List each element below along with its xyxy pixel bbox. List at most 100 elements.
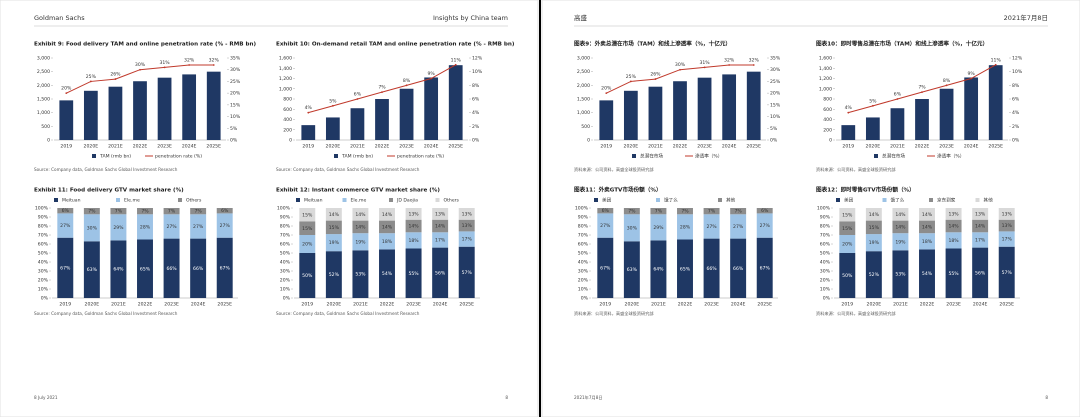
y-tick-label: 100%	[817, 206, 831, 212]
data-label: 5%	[329, 98, 337, 104]
y2-tick-label: 10%	[230, 114, 241, 120]
y2-tick-label: 0%	[472, 138, 480, 144]
x-tick-label: 2021E	[890, 144, 905, 150]
data-label: 7%	[708, 209, 716, 215]
legend-label: Ele.me	[351, 198, 367, 204]
y-tick-label: 0	[587, 138, 590, 144]
bar-segment	[458, 208, 475, 220]
y-tick-label: 500	[41, 124, 50, 130]
data-label: 13%	[462, 223, 473, 229]
y-tick-label: 0%	[41, 296, 49, 302]
legend-swatch	[389, 198, 393, 202]
footer-right: 8	[505, 395, 508, 400]
legend-label: penetration rate (%)	[155, 154, 202, 160]
data-label: 5%	[869, 98, 877, 104]
bar-segment	[756, 237, 773, 298]
x-tick-label: 2021E	[108, 144, 123, 150]
data-label: 56%	[975, 270, 986, 276]
legend-label: 饿了么	[891, 197, 905, 204]
legend-swatch	[116, 198, 120, 202]
x-tick-label: 2020E	[866, 144, 881, 150]
x-tick-label: 2025E	[459, 302, 474, 308]
data-label: 13%	[462, 211, 473, 217]
y2-tick-label: 12%	[472, 56, 483, 62]
data-label: 6%	[602, 208, 610, 214]
data-label: 20%	[601, 86, 612, 92]
header-right: 2021年7月8日	[1004, 13, 1048, 22]
x-tick-label: 2025E	[206, 144, 221, 150]
data-label: 32%	[724, 58, 735, 64]
bar-segment	[703, 238, 720, 298]
y2-tick-label: 0%	[230, 138, 238, 144]
data-label: 26%	[110, 72, 121, 78]
legend-swatch	[718, 198, 722, 202]
y2-tick-label: 5%	[770, 126, 778, 132]
y2-tick-label: 5%	[230, 126, 238, 132]
y2-tick-label: 20%	[770, 91, 781, 97]
x-tick-label: 2020E	[867, 302, 882, 308]
y2-tick-label: 8%	[1012, 83, 1020, 89]
bar-segment	[650, 240, 667, 298]
line-point	[654, 78, 657, 80]
bar-segment	[865, 208, 882, 221]
data-label: 7%	[115, 209, 123, 215]
bar-segment	[998, 231, 1015, 247]
legend-swatch	[54, 198, 58, 202]
legend-swatch	[882, 198, 887, 202]
bar-segment	[730, 208, 747, 215]
data-label: 31%	[159, 60, 170, 66]
data-label: 67%	[760, 265, 771, 271]
y-tick-label: 1,500	[577, 97, 590, 103]
legend-label: 总潜在市场	[640, 153, 663, 160]
legend-label: Meituan	[304, 198, 323, 204]
bar-segment	[945, 232, 962, 249]
data-label: 29%	[653, 225, 664, 231]
x-tick-label: 2023E	[697, 144, 712, 150]
bar-segment	[623, 214, 640, 242]
y-tick-label: 1,000	[37, 110, 50, 116]
data-label: 18%	[948, 238, 959, 244]
bar-segment	[325, 220, 342, 235]
y-tick-label: 100%	[575, 206, 589, 212]
x-tick-label: 2022E	[380, 302, 395, 308]
legend-label: 京东到家	[937, 197, 956, 204]
y2-tick-label: 20%	[230, 91, 241, 97]
bar-segment	[650, 208, 667, 215]
x-tick-label: 2021E	[353, 302, 368, 308]
chart-title: 图表9：外卖总潜在市场（TAM）和线上渗透率（%，十亿元）	[574, 40, 731, 48]
data-label: 14%	[329, 212, 340, 218]
data-label: 57%	[462, 270, 473, 276]
data-label: 25%	[626, 74, 637, 80]
data-label: 14%	[895, 212, 906, 218]
bar-segment	[352, 233, 369, 251]
data-label: 9%	[427, 71, 435, 77]
x-tick-label: 2019	[841, 302, 853, 308]
data-label: 67%	[60, 265, 71, 271]
data-label: 18%	[408, 238, 419, 244]
x-tick-label: 2024E	[973, 302, 988, 308]
x-tick-label: 2024E	[424, 144, 439, 150]
y-tick-label: 20%	[38, 278, 49, 284]
bar	[599, 100, 614, 140]
y-tick-label: 90%	[578, 215, 589, 221]
data-label: 18%	[382, 239, 393, 245]
line-point	[629, 80, 632, 83]
y-tick-label: 0	[289, 138, 292, 144]
header-right: Insights by China team	[433, 14, 508, 22]
bar	[59, 100, 74, 140]
line-point	[405, 84, 408, 87]
y-tick-label: 10%	[820, 287, 831, 293]
data-label: 27%	[166, 224, 177, 230]
legend-label: Others	[444, 198, 460, 204]
bar-segment	[458, 246, 475, 298]
legend-label: Ele.me	[124, 198, 140, 204]
bar-segment	[892, 233, 909, 251]
data-label: 6%	[894, 92, 902, 98]
bar-segment	[919, 249, 935, 298]
bar-segment	[352, 208, 369, 221]
bar-segment	[432, 219, 449, 233]
bar-segment	[623, 208, 640, 215]
bar-segment	[190, 238, 207, 298]
legend-label: 总潜在市场	[882, 153, 905, 160]
bar-segment	[83, 241, 100, 298]
